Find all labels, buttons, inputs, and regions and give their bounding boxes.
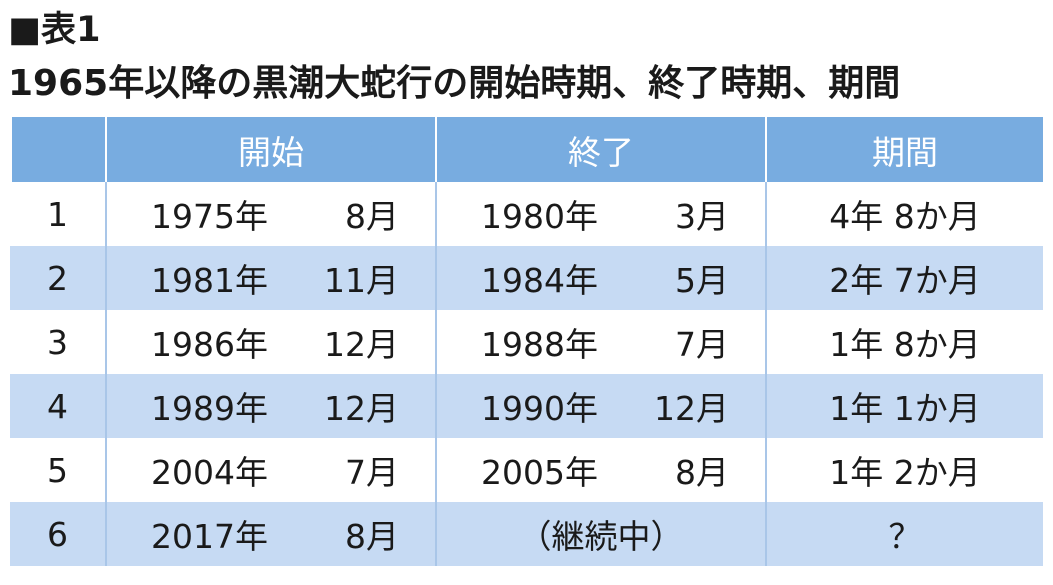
end-cell: （継続中） [435, 502, 765, 566]
table: 開始 終了 期間 1 1975年 8月 1980年 3月 4年 8か月 2 1981年 11月 198… [10, 117, 1043, 566]
table-row: 4 1989年 12月 1990年 12月 1年 1か月 [10, 374, 1043, 438]
header-row: 開始 終了 期間 [10, 117, 1043, 182]
year: 1988年 [481, 325, 598, 364]
end-cell: 2005年 8月 [435, 438, 765, 502]
header-cell: 期間 [765, 117, 1043, 182]
subtitle: 1965年以降の黒潮大蛇行の開始時期、終了時期、期間 [8, 63, 901, 104]
period-cell: 2年 7か月 [765, 246, 1043, 310]
year: 1975年 [151, 197, 268, 236]
start-cell: 2017年 8月 [105, 502, 435, 566]
month: 8月 [675, 453, 729, 492]
year: 1986年 [151, 325, 268, 364]
start-cell: 1986年 12月 [105, 310, 435, 374]
month: 7月 [675, 325, 729, 364]
month: 11月 [324, 261, 399, 300]
period-cell: ？ [765, 502, 1043, 566]
row-number: 4 [47, 386, 68, 426]
year: 2004年 [151, 453, 268, 492]
month: 8月 [345, 517, 399, 556]
header-cell: 開始 [105, 117, 435, 182]
row-number: 3 [47, 322, 68, 362]
year: 1981年 [151, 261, 268, 300]
year: 1990年 [481, 389, 598, 428]
month: 7月 [345, 453, 399, 492]
title: ■表1 [8, 10, 101, 50]
period-cell: 4年 8か月 [765, 182, 1043, 246]
header-cell: 終了 [435, 117, 765, 182]
table-row: 1 1975年 8月 1980年 3月 4年 8か月 [10, 182, 1043, 246]
start-cell: 1975年 8月 [105, 182, 435, 246]
start-cell: 1989年 12月 [105, 374, 435, 438]
table-row: 5 2004年 7月 2005年 8月 1年 2か月 [10, 438, 1043, 502]
end-cell: 1984年 5月 [435, 246, 765, 310]
end-cell: 1980年 3月 [435, 182, 765, 246]
period-cell: 1年 8か月 [765, 310, 1043, 374]
end-cell: 1988年 7月 [435, 310, 765, 374]
start-cell: 2004年 7月 [105, 438, 435, 502]
end-cell: 1990年 12月 [435, 374, 765, 438]
period-cell: 1年 2か月 [765, 438, 1043, 502]
year: 1980年 [481, 197, 598, 236]
table-row: 3 1986年 12月 1988年 7月 1年 8か月 [10, 310, 1043, 374]
year: 2005年 [481, 453, 598, 492]
row-number: 5 [47, 450, 68, 490]
month: 3月 [675, 197, 729, 236]
year: 1989年 [151, 389, 268, 428]
start-cell: 1981年 11月 [105, 246, 435, 310]
row-number: 1 [47, 194, 68, 234]
month: 12月 [324, 389, 399, 428]
row-number: 6 [47, 514, 68, 554]
month: 12月 [654, 389, 729, 428]
header-cell [10, 117, 105, 182]
year: 1984年 [481, 261, 598, 300]
month: 5月 [675, 261, 729, 300]
row-number: 2 [47, 258, 68, 298]
period-cell: 1年 1か月 [765, 374, 1043, 438]
month: 12月 [324, 325, 399, 364]
table-row: 6 2017年 8月 （継続中）？ [10, 502, 1043, 566]
year: 2017年 [151, 517, 268, 556]
month: 8月 [345, 197, 399, 236]
table-row: 2 1981年 11月 1984年 5月 2年 7か月 [10, 246, 1043, 310]
